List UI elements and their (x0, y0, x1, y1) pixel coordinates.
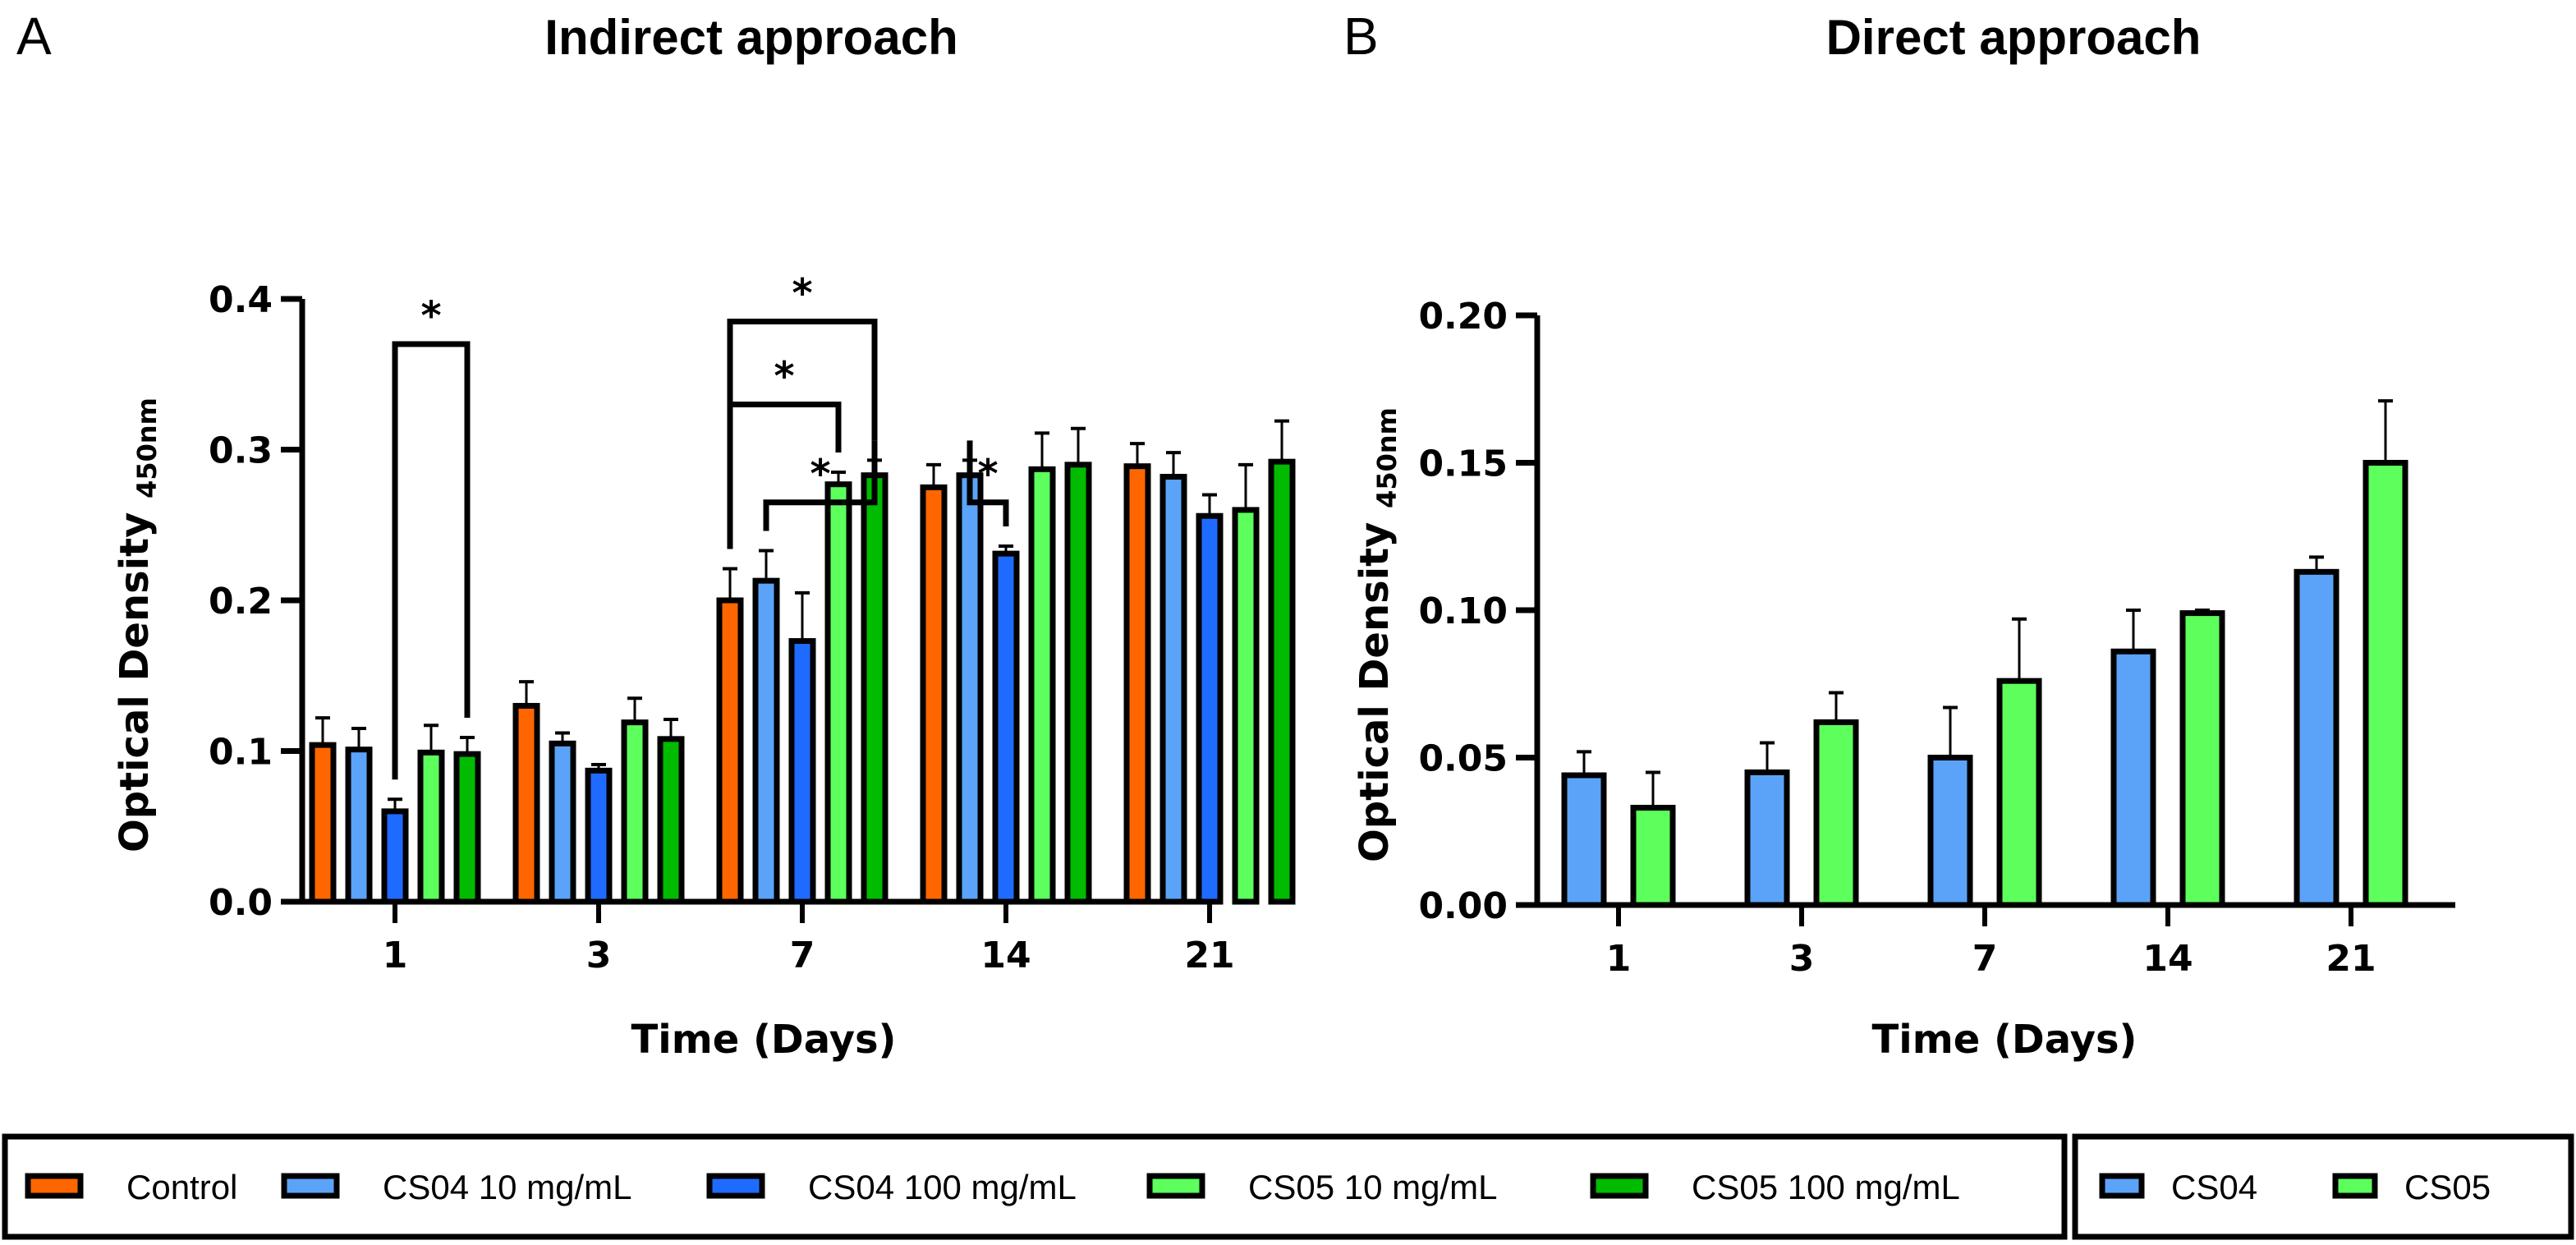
legend-swatch (2332, 1173, 2378, 1199)
y-axis-label: Optical Density 450nm (112, 397, 163, 852)
bar (453, 751, 481, 905)
bar (1159, 474, 1187, 905)
bar (345, 747, 373, 905)
y-tick-label: 0.05 (1418, 738, 1508, 780)
bar (1561, 772, 1607, 908)
y-tick-label: 0.1 (209, 732, 273, 774)
bar (585, 767, 613, 905)
legend-swatch (1146, 1173, 1205, 1199)
panel-b-plot: 0.00 0.05 0.10 0.15 0.20 Optical Density 450n… (1352, 296, 2455, 1063)
bar (788, 638, 816, 905)
legend-swatch (1590, 1173, 1649, 1199)
panel-letter-a: A (16, 7, 52, 66)
bar (1064, 462, 1092, 905)
y-tick-label: 0.20 (1418, 296, 1508, 338)
legend-label: CS04 10 mg/mL (383, 1168, 631, 1206)
bar (657, 736, 685, 905)
y-axis-label-main: Optical Density (1352, 508, 1398, 862)
significance-star: * (774, 353, 794, 399)
bar (752, 577, 780, 905)
legend-label: CS04 100 mg/mL (808, 1168, 1077, 1206)
bar (1123, 463, 1151, 905)
legend-box (2072, 1133, 2574, 1240)
x-tick-label: 1 (1606, 938, 1632, 980)
x-tick-label: 7 (790, 935, 815, 976)
x-tick-label: 7 (1972, 938, 1998, 980)
bar (1744, 769, 1790, 908)
y-axis-label-main: Optical Density (112, 498, 158, 852)
significance-star: * (420, 293, 441, 339)
y-tick-label: 0.2 (209, 581, 273, 622)
bar (309, 742, 337, 905)
y-axis-label-subscript: 450nm (131, 397, 163, 498)
significance-bracket (763, 440, 878, 531)
significance-star: * (792, 271, 812, 317)
bar (2110, 648, 2156, 908)
panel-a-plot: 0.0 0.1 0.2 0.3 0.4 Optical Density 450nm Time… (112, 271, 1296, 1063)
significance-star: * (977, 452, 998, 498)
legend-swatch (25, 1173, 84, 1199)
y-tick-label: 0.00 (1418, 885, 1508, 927)
y-tick-label: 0.15 (1418, 443, 1508, 485)
legend-swatch (2099, 1173, 2145, 1199)
panel-letter-b: B (1343, 7, 1379, 66)
significance-bracket (392, 341, 471, 780)
bar (1630, 805, 1676, 908)
x-tick-label: 1 (383, 935, 408, 976)
x-tick-label: 14 (2142, 938, 2193, 980)
legend-swatch (706, 1173, 765, 1199)
bar (956, 472, 984, 905)
legend-box (2, 1133, 2068, 1240)
bar (716, 597, 744, 905)
y-tick-label: 0.0 (209, 882, 273, 924)
y-axis-label-subscript: 450nm (1371, 407, 1403, 508)
bar (1927, 755, 1973, 908)
bar (381, 808, 409, 905)
x-tick-label: 3 (1789, 938, 1815, 980)
legend-label: CS05 100 mg/mL (1692, 1168, 1960, 1206)
significance-bracket (727, 319, 878, 549)
y-tick-label: 0.3 (209, 430, 273, 472)
bar (549, 740, 576, 905)
bar (2179, 610, 2225, 908)
bar (1996, 678, 2042, 908)
significance-star: * (810, 452, 830, 498)
x-tick-label: 3 (586, 935, 612, 976)
bar (824, 481, 852, 905)
legend-label: CS05 (2404, 1168, 2491, 1206)
bar (1813, 719, 1859, 908)
x-tick-label: 21 (2326, 938, 2376, 980)
bar (1268, 458, 1296, 905)
legend-b: CS04 CS05 (2072, 1133, 2574, 1240)
legend-label: CS05 10 mg/mL (1248, 1168, 1497, 1206)
bar (621, 719, 649, 905)
x-axis-label: Time (Days) (631, 1017, 897, 1063)
bar (861, 472, 889, 905)
bar (1028, 466, 1056, 905)
y-axis-label: Optical Density 450nm (1352, 407, 1403, 862)
bar (2362, 460, 2408, 908)
bar (417, 749, 445, 905)
bar (1232, 507, 1260, 905)
legend-swatch (281, 1173, 340, 1199)
x-tick-label: 14 (980, 935, 1031, 976)
y-tick-label: 0.10 (1418, 590, 1508, 632)
legend-a: Control CS04 10 mg/mL CS04 100 mg/mL CS05 1… (2, 1133, 2068, 1240)
bar (1196, 512, 1224, 905)
chart-title-a: Indirect approach (544, 10, 957, 65)
legend-label: CS04 (2171, 1168, 2257, 1206)
x-axis-label: Time (Days) (1872, 1017, 2137, 1063)
significance-bracket (967, 440, 1009, 526)
y-tick-label: 0.4 (209, 279, 273, 321)
bar (992, 550, 1020, 905)
chart-title-b: Direct approach (1826, 10, 2202, 65)
x-tick-label: 21 (1184, 935, 1234, 976)
bar (2294, 568, 2340, 908)
bar (512, 702, 540, 905)
legend-label: Control (126, 1168, 237, 1206)
bar (920, 484, 948, 905)
